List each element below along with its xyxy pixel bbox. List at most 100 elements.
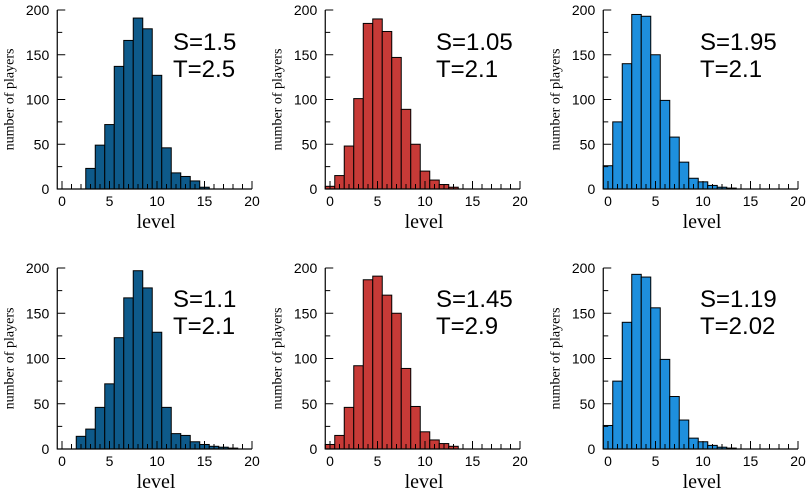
histogram-bar bbox=[631, 273, 642, 450]
histogram-bar bbox=[631, 13, 642, 190]
y-tick-label: 200 bbox=[26, 2, 50, 18]
y-tick-label: 200 bbox=[294, 260, 318, 276]
x-tick-label: 15 bbox=[465, 193, 481, 209]
x-tick-label: 5 bbox=[374, 453, 382, 469]
histogram-bar bbox=[362, 22, 374, 190]
histogram-bar bbox=[151, 331, 163, 450]
y-tick-label: 200 bbox=[294, 2, 318, 18]
histogram-bar bbox=[410, 143, 421, 190]
y-tick-label: 150 bbox=[572, 305, 596, 321]
y-tick-label: 50 bbox=[302, 136, 318, 152]
y-axis-title: number of players bbox=[270, 49, 285, 151]
x-tick-label: 10 bbox=[417, 193, 433, 209]
histogram-bar bbox=[621, 321, 633, 450]
x-tick-label: 0 bbox=[58, 193, 66, 209]
y-tick-label: 0 bbox=[587, 181, 595, 197]
parameter-annotation: S=1.5 bbox=[173, 29, 236, 56]
histogram-bar bbox=[142, 28, 153, 190]
x-tick-label: 5 bbox=[374, 193, 382, 209]
y-axis-title: number of players bbox=[548, 49, 563, 151]
histogram-bar bbox=[381, 294, 393, 450]
y-tick-label: 100 bbox=[572, 92, 596, 108]
x-tick-label: 0 bbox=[604, 193, 612, 209]
parameter-annotation: T=2.1 bbox=[700, 56, 762, 83]
histogram-bar bbox=[113, 337, 125, 450]
x-tick-label: 20 bbox=[790, 193, 806, 209]
y-tick-label: 0 bbox=[587, 441, 595, 457]
histogram-bar bbox=[400, 108, 412, 190]
histogram-bar bbox=[659, 99, 671, 190]
y-tick-label: 50 bbox=[34, 136, 50, 152]
x-tick-label: 0 bbox=[326, 193, 334, 209]
x-axis-title: level bbox=[137, 211, 176, 233]
y-tick-label: 100 bbox=[26, 92, 50, 108]
y-tick-label: 50 bbox=[580, 396, 596, 412]
y-tick-label: 100 bbox=[294, 351, 318, 367]
y-tick-label: 150 bbox=[572, 47, 596, 63]
y-axis-title: number of players bbox=[2, 308, 17, 410]
histogram-bar bbox=[372, 275, 383, 450]
y-axis-title: number of players bbox=[2, 49, 17, 151]
x-tick-label: 10 bbox=[695, 453, 711, 469]
x-tick-label: 20 bbox=[790, 453, 806, 469]
histogram-bar bbox=[621, 63, 633, 190]
x-tick-label: 15 bbox=[197, 453, 213, 469]
histogram-bar bbox=[123, 297, 134, 450]
x-tick-label: 0 bbox=[58, 453, 66, 469]
histogram-bar bbox=[400, 367, 412, 450]
x-axis-title: level bbox=[683, 471, 722, 490]
histogram-bar bbox=[381, 30, 393, 190]
parameter-annotation: S=1.05 bbox=[436, 29, 513, 56]
parameter-annotation: T=2.1 bbox=[436, 56, 498, 83]
y-tick-label: 0 bbox=[41, 181, 49, 197]
histogram-bar bbox=[94, 406, 106, 450]
y-tick-label: 100 bbox=[294, 92, 318, 108]
y-tick-label: 0 bbox=[309, 181, 317, 197]
parameter-annotation: S=1.45 bbox=[436, 286, 513, 313]
histogram-bar bbox=[372, 18, 383, 190]
y-tick-label: 200 bbox=[572, 260, 596, 276]
y-tick-label: 150 bbox=[26, 47, 50, 63]
y-tick-label: 0 bbox=[309, 441, 317, 457]
y-tick-label: 100 bbox=[26, 351, 50, 367]
x-tick-label: 20 bbox=[244, 453, 260, 469]
histogram-bar bbox=[410, 405, 421, 450]
histogram-bar bbox=[142, 287, 153, 450]
x-axis-title: level bbox=[405, 471, 444, 490]
histogram-bar bbox=[343, 406, 355, 450]
x-axis-title: level bbox=[137, 471, 176, 490]
histogram-bar bbox=[132, 270, 144, 450]
y-tick-label: 0 bbox=[41, 441, 49, 457]
x-tick-label: 5 bbox=[652, 193, 660, 209]
histogram-bar bbox=[161, 406, 172, 450]
histogram-bar bbox=[612, 380, 623, 450]
x-tick-label: 5 bbox=[652, 453, 660, 469]
x-tick-label: 0 bbox=[326, 453, 334, 469]
y-tick-label: 150 bbox=[26, 305, 50, 321]
histogram-bar bbox=[669, 136, 680, 190]
histogram-bar bbox=[123, 39, 134, 190]
histogram-bar bbox=[640, 276, 652, 450]
histogram-bar bbox=[640, 15, 652, 190]
histogram-bar bbox=[151, 74, 163, 190]
histogram-bar bbox=[353, 98, 364, 190]
parameter-annotation: S=1.1 bbox=[173, 286, 236, 313]
x-tick-label: 20 bbox=[512, 193, 528, 209]
histogram-bar bbox=[343, 145, 355, 190]
y-tick-label: 200 bbox=[26, 260, 50, 276]
x-tick-label: 10 bbox=[149, 193, 165, 209]
x-tick-label: 20 bbox=[244, 193, 260, 209]
x-axis-title: level bbox=[405, 211, 444, 233]
x-tick-label: 0 bbox=[604, 453, 612, 469]
y-tick-label: 150 bbox=[294, 47, 318, 63]
y-axis-title: number of players bbox=[270, 308, 285, 410]
y-tick-label: 50 bbox=[34, 396, 50, 412]
histogram-bar bbox=[669, 396, 680, 450]
histogram-bar bbox=[94, 144, 106, 190]
histogram-bar bbox=[650, 54, 661, 190]
y-tick-label: 50 bbox=[580, 136, 596, 152]
parameter-annotation: T=2.1 bbox=[173, 313, 235, 340]
parameter-annotation: T=2.02 bbox=[700, 313, 775, 340]
x-tick-label: 10 bbox=[417, 453, 433, 469]
